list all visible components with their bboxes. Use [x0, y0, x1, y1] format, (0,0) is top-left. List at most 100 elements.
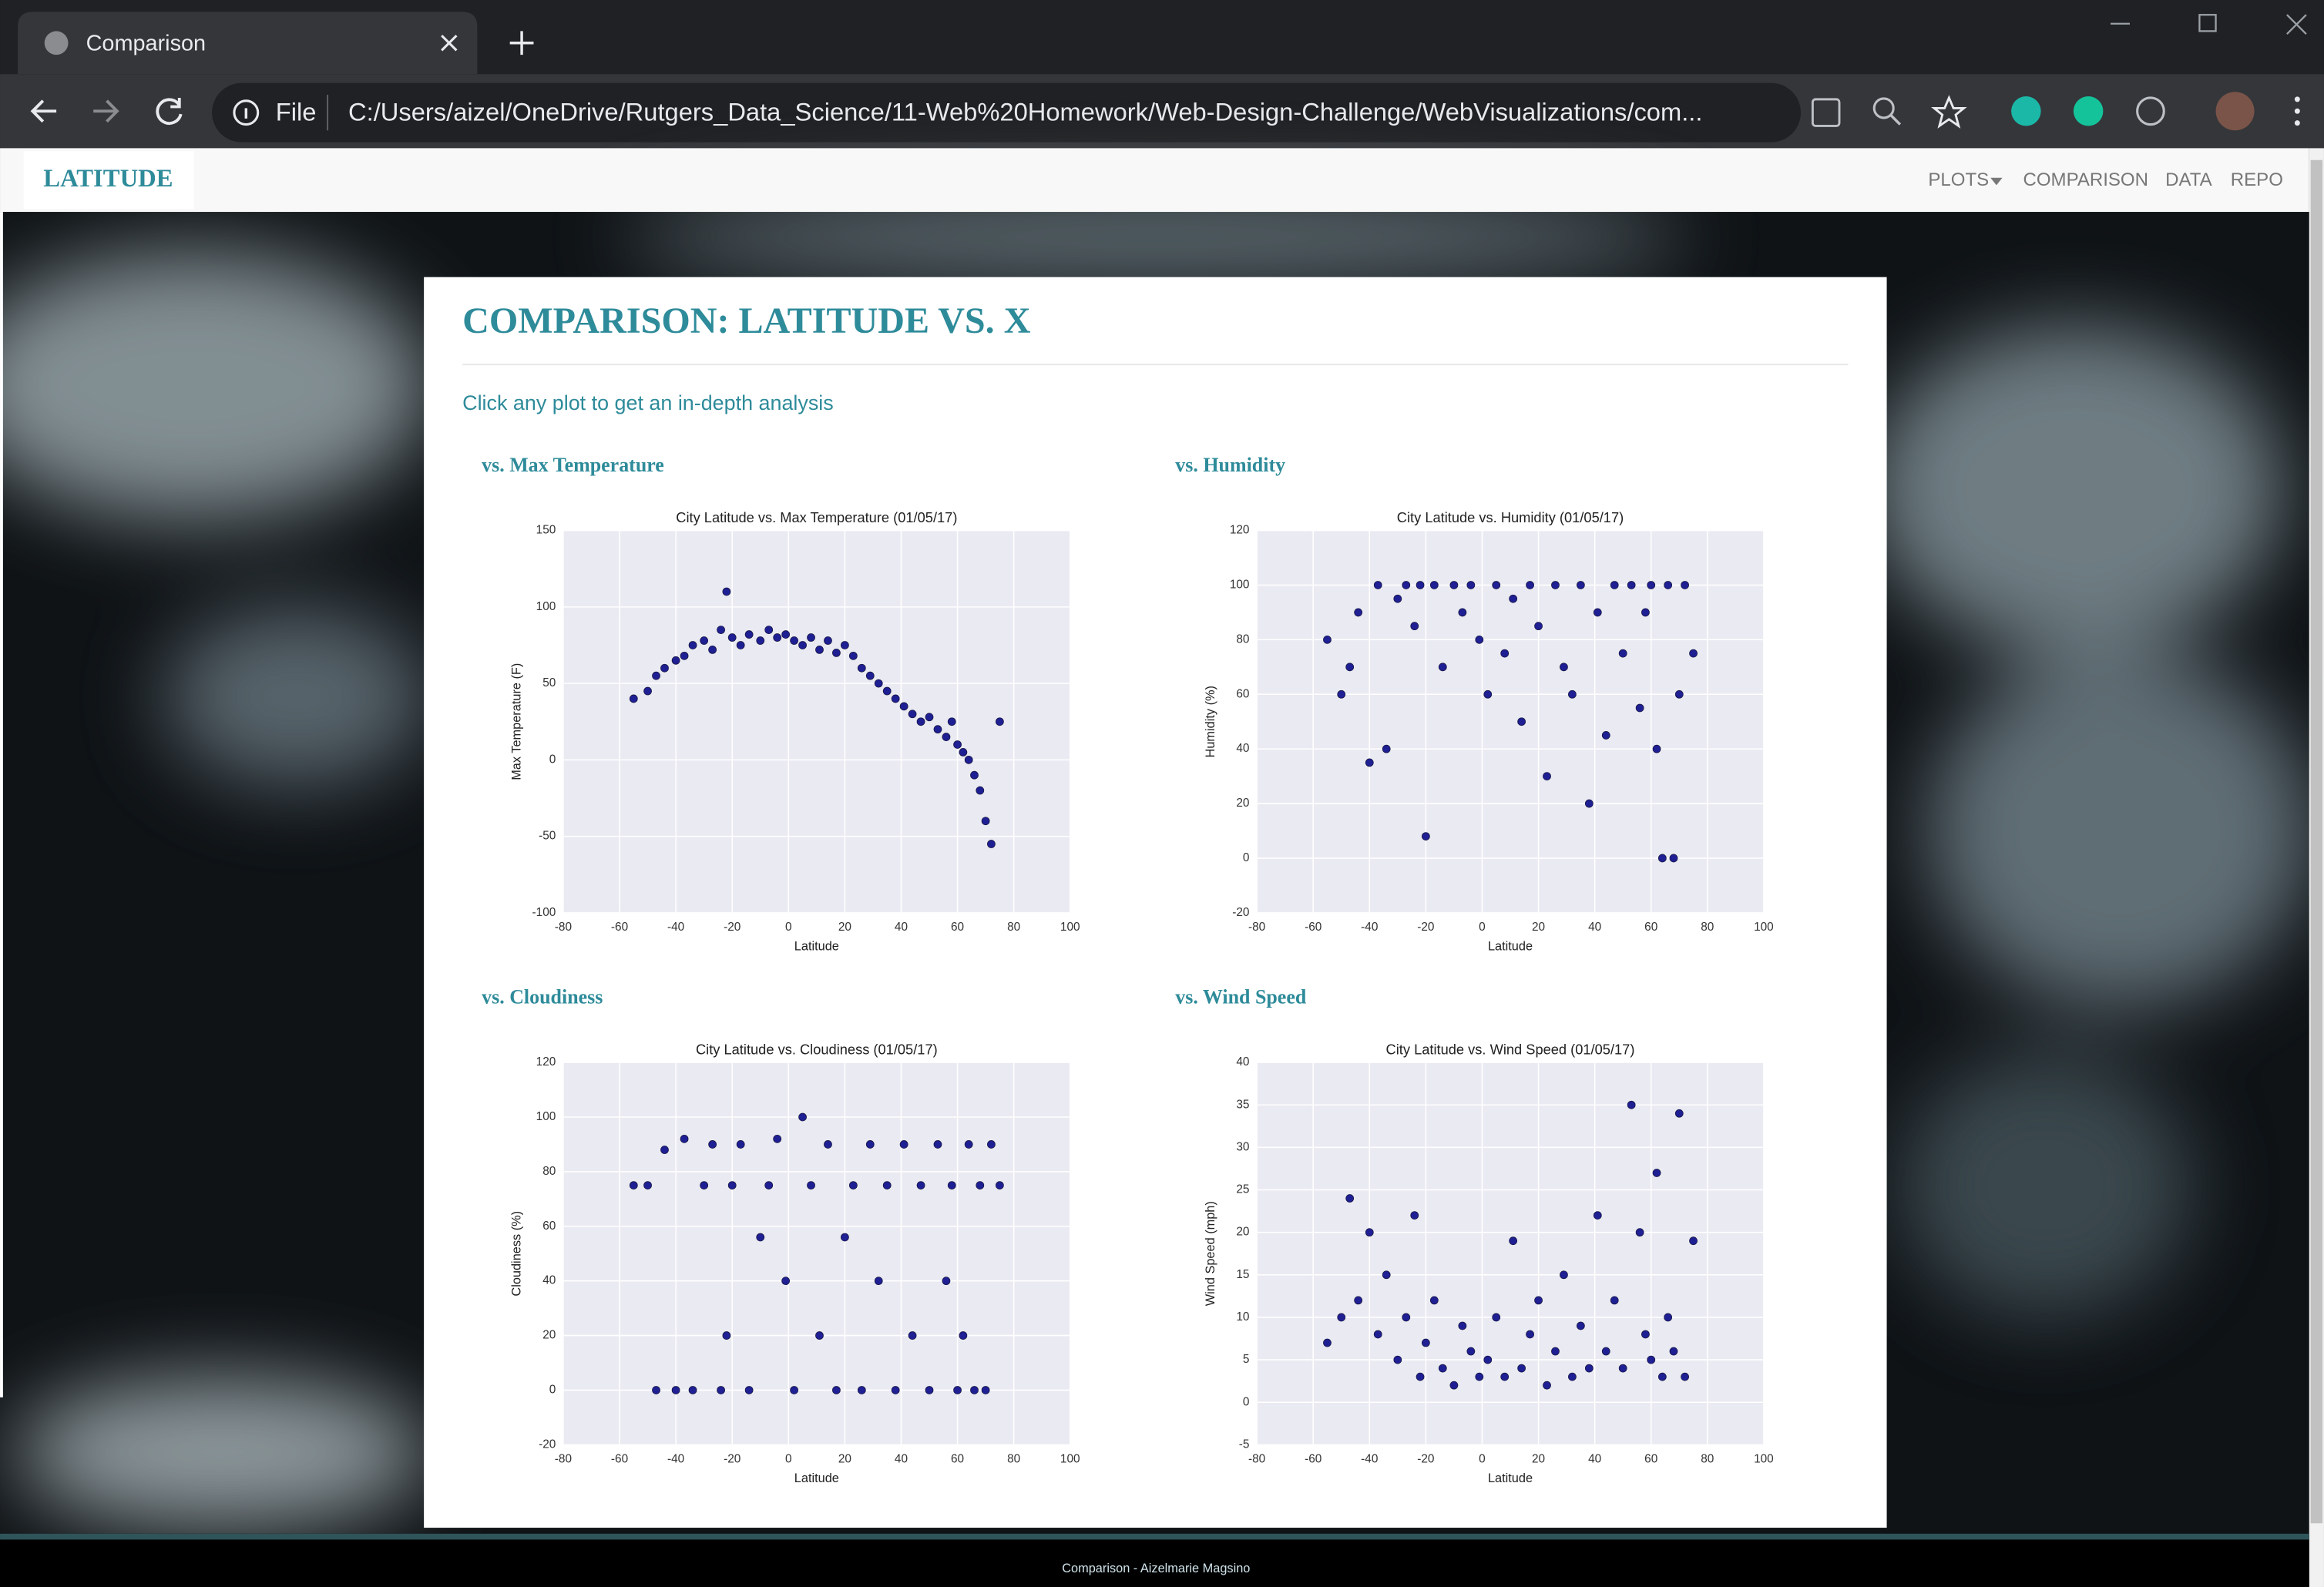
point — [947, 717, 956, 726]
maximize[interactable] — [2198, 14, 2217, 32]
translate-icon[interactable] — [1811, 98, 1841, 127]
point — [1449, 1381, 1459, 1390]
x-tick-label: 60 — [951, 1453, 964, 1466]
point — [1421, 1338, 1430, 1347]
point — [916, 717, 925, 726]
x-tick-label: 60 — [951, 921, 964, 934]
point — [1618, 649, 1627, 658]
scrollbar-thumb[interactable] — [2310, 159, 2323, 1524]
point — [1610, 581, 1619, 589]
point — [1681, 1372, 1689, 1381]
point — [916, 1181, 925, 1189]
point — [652, 671, 660, 680]
point — [643, 686, 652, 696]
nav-link[interactable]: PLOTS — [1928, 169, 1989, 190]
nav-link[interactable]: REPO — [2231, 169, 2283, 190]
point — [727, 633, 737, 642]
point — [1449, 581, 1459, 589]
point — [815, 1331, 824, 1340]
reload-button[interactable] — [156, 97, 183, 125]
extension-other[interactable] — [2136, 96, 2165, 126]
x-tick-label: -80 — [555, 1453, 572, 1466]
x-tick-label: 60 — [1644, 921, 1657, 934]
point — [764, 1181, 774, 1189]
forward-button[interactable] — [93, 99, 119, 123]
new-tab[interactable] — [509, 31, 534, 55]
brand[interactable]: LATITUDE — [43, 165, 173, 193]
menu-dot[interactable] — [2294, 120, 2300, 126]
y-tick-label: 80 — [542, 1165, 556, 1178]
plot-area[interactable] — [1257, 1062, 1764, 1445]
point — [953, 1386, 962, 1394]
point — [1337, 689, 1346, 699]
x-tick-label: 80 — [1701, 1453, 1714, 1466]
y-tick-label: 120 — [1230, 524, 1250, 537]
y-tick-label: 30 — [1236, 1140, 1249, 1153]
omnibox[interactable] — [212, 82, 1802, 143]
chart: -80 -60 -40 -20 0 20 40 60 80 100 -20 0 20 40 60 80 100 1… — [510, 1042, 1080, 1485]
y-tick-label: -20 — [1232, 906, 1249, 919]
point — [1410, 622, 1419, 631]
menu-dot[interactable] — [2294, 108, 2300, 114]
x-tick-label: -40 — [1361, 921, 1378, 934]
point — [798, 1112, 807, 1122]
extension-m[interactable] — [2011, 96, 2041, 126]
x-tick-label: -40 — [1361, 1453, 1378, 1466]
tab-close[interactable] — [441, 35, 458, 52]
point — [807, 633, 815, 642]
point — [1475, 635, 1484, 644]
y-tick-label: 50 — [542, 676, 556, 689]
plot-area[interactable] — [563, 1062, 1070, 1445]
point — [756, 1233, 765, 1242]
y-tick-label: 40 — [1236, 1055, 1249, 1069]
point — [874, 679, 883, 688]
point — [1365, 758, 1374, 767]
point — [660, 663, 669, 673]
panel-heading: vs. Humidity — [1175, 454, 1285, 476]
x-tick-label: -40 — [667, 921, 684, 934]
point — [959, 748, 968, 757]
point — [798, 641, 807, 649]
y-tick-label: 100 — [536, 1110, 556, 1123]
nav-link[interactable]: COMPARISON — [2023, 169, 2148, 190]
panel-heading: vs. Max Temperature — [482, 454, 664, 476]
tab[interactable] — [18, 12, 478, 75]
zoom-icon[interactable] — [1872, 97, 1895, 119]
profile-avatar[interactable] — [2215, 92, 2255, 131]
menu-dot[interactable] — [2294, 96, 2300, 102]
point — [1664, 581, 1673, 589]
point — [688, 641, 697, 649]
tab-icon — [44, 31, 69, 55]
point — [995, 717, 1004, 726]
point — [976, 786, 985, 795]
point — [773, 633, 782, 642]
point — [1584, 799, 1594, 808]
point — [1429, 1296, 1439, 1305]
extension-grammarly[interactable] — [2073, 96, 2104, 126]
back-button[interactable] — [30, 99, 57, 123]
point — [1568, 689, 1577, 699]
x-tick-label: -20 — [724, 921, 741, 934]
point — [1354, 1296, 1363, 1305]
point — [1517, 1364, 1526, 1373]
close-window[interactable] — [2286, 14, 2307, 35]
point — [987, 1140, 996, 1149]
plot-area[interactable] — [563, 530, 1070, 913]
bookmark-star[interactable] — [1931, 95, 1967, 129]
plot-area[interactable] — [1257, 530, 1764, 913]
x-tick-label: 40 — [895, 1453, 908, 1466]
x-tick-label: 100 — [1060, 1453, 1080, 1466]
point — [1382, 744, 1391, 753]
point — [1382, 1270, 1391, 1280]
y-tick-label: 20 — [542, 1329, 556, 1342]
point — [882, 1181, 892, 1189]
point — [756, 636, 765, 645]
point — [736, 641, 745, 649]
point — [840, 641, 849, 649]
point — [1458, 1321, 1467, 1330]
point — [688, 1386, 697, 1394]
site-info[interactable] — [233, 99, 260, 126]
nav-link[interactable]: DATA — [2165, 169, 2212, 190]
x-tick-label: -80 — [1248, 1453, 1265, 1466]
